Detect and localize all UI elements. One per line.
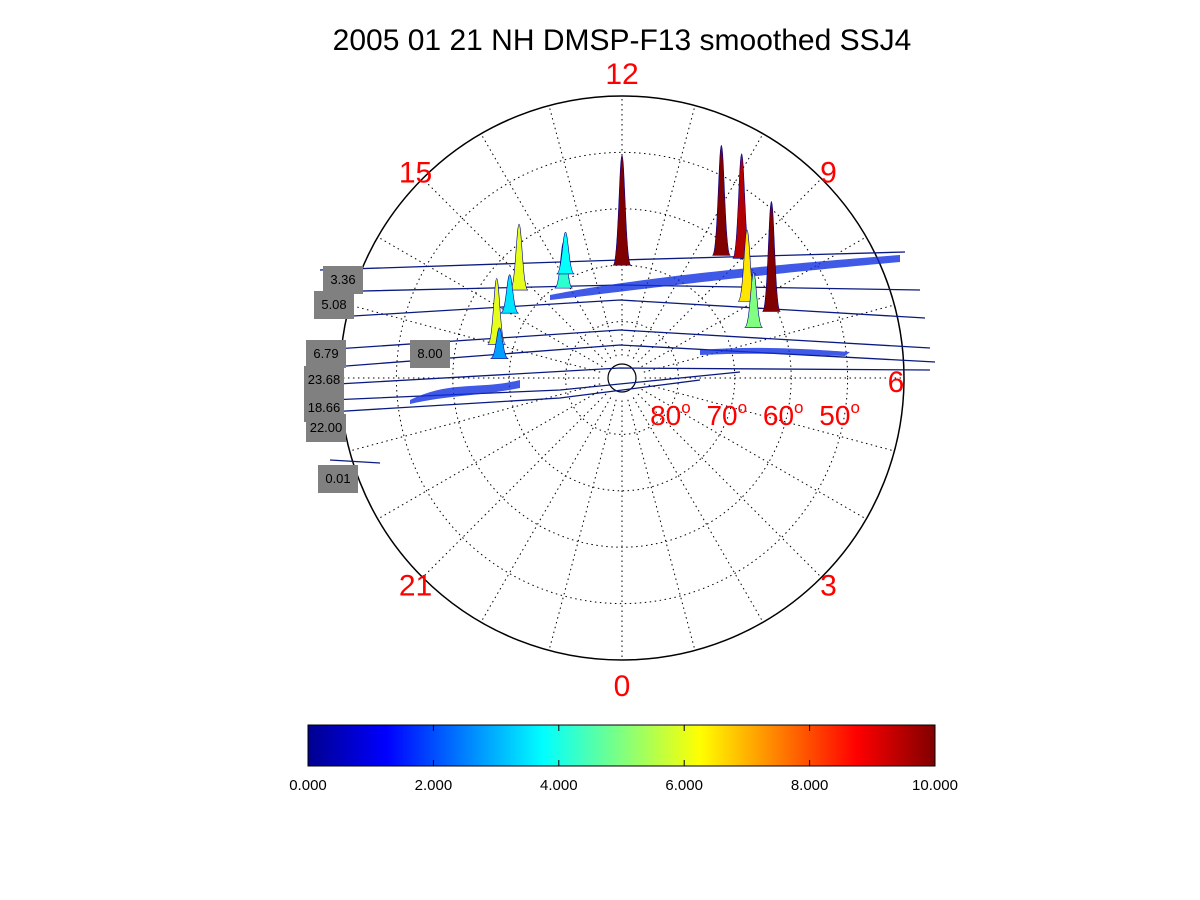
- mlt-spoke: [627, 399, 696, 651]
- colorbar-tick-label: 10.000: [912, 777, 958, 794]
- pass-tag: 5.08: [314, 291, 354, 319]
- mlt-spoke: [643, 304, 895, 373]
- colorbar-tick-label: 2.000: [415, 777, 453, 794]
- mlt-spoke: [422, 393, 607, 578]
- mlt-label: 15: [399, 157, 432, 190]
- mlt-label: 21: [399, 569, 432, 602]
- mlt-spoke: [641, 236, 867, 368]
- pass-tag-box: [314, 291, 354, 319]
- mlt-spoke: [422, 178, 607, 363]
- flux-peak: [744, 272, 763, 328]
- mlt-spoke: [548, 399, 617, 651]
- flux-peak: [556, 231, 575, 275]
- flux-peak: [612, 154, 632, 266]
- track-line: [319, 367, 931, 386]
- flux-peak: [490, 327, 509, 359]
- pass-labels: 3.36 5.08 6.79 8.00 23.68 18.66 22.00 0.01: [304, 266, 450, 493]
- mlt-label: 6: [888, 366, 905, 399]
- pass-tag-box: [318, 465, 358, 493]
- pass-tag-text: 0.01: [325, 471, 350, 486]
- mlt-spoke: [637, 178, 822, 363]
- pass-tag: 8.00: [410, 340, 450, 368]
- colorbar-tick-label: 8.000: [791, 777, 829, 794]
- mlt-spoke: [643, 383, 895, 452]
- mlt-label: 0: [614, 670, 631, 703]
- colorbar-gradient: [307, 724, 936, 767]
- mlt-spoke: [480, 397, 612, 623]
- lat-circle: [395, 151, 849, 605]
- colorbar-tick-label: 6.000: [665, 777, 703, 794]
- lat-value: 50: [819, 400, 850, 431]
- lat-label: 80o: [650, 398, 691, 431]
- track-line: [329, 459, 381, 464]
- pass-tag-text: 23.68: [308, 372, 341, 387]
- lat-value: 60: [763, 400, 794, 431]
- mlt-spoke: [377, 388, 603, 520]
- mlt-spoke: [377, 236, 603, 368]
- pass-tag-text: 8.00: [417, 346, 442, 361]
- colorbar-tick-label: 0.000: [289, 777, 327, 794]
- lat-unit: o: [850, 398, 859, 417]
- mlt-spoke: [627, 105, 696, 357]
- pass-tag-text: 18.66: [308, 400, 341, 415]
- track-band: [550, 255, 900, 300]
- track-line: [329, 371, 741, 401]
- flux-peak: [509, 223, 529, 291]
- lat-value: 70: [706, 400, 737, 431]
- track-line: [329, 379, 701, 413]
- mlt-spoke: [349, 304, 601, 373]
- mlt-label: 3: [820, 569, 837, 602]
- flux-peak: [712, 144, 731, 256]
- lat-label: 50o: [819, 398, 860, 431]
- mlt-spoke: [349, 383, 601, 452]
- track-band: [410, 380, 520, 404]
- mlt-label: 12: [605, 58, 638, 91]
- colorbar: 0.000 2.000 4.000 6.000 8.000 10.000: [289, 724, 958, 794]
- lat-label: 60o: [763, 398, 804, 431]
- lat-value: 80: [650, 400, 681, 431]
- pass-tag-box: [306, 414, 346, 442]
- latitude-labels: 80o 70o 60o 50o: [650, 398, 860, 431]
- lat-unit: o: [794, 398, 803, 417]
- mlt-spoke: [637, 393, 822, 578]
- colorbar-ticks: 0.000 2.000 4.000 6.000 8.000 10.000: [289, 725, 958, 794]
- flux-peaks: [487, 144, 781, 359]
- mlt-spoke: [641, 388, 867, 520]
- pass-tag-box: [410, 340, 450, 368]
- pass-tag: 0.01: [318, 465, 358, 493]
- flux-peak: [762, 201, 781, 312]
- pass-tag: 23.68: [304, 366, 344, 394]
- flux-peak: [500, 274, 519, 314]
- pass-tag-text: 5.08: [321, 297, 346, 312]
- track-line: [319, 299, 926, 319]
- colorbar-tick-label: 4.000: [540, 777, 578, 794]
- flux-peak: [487, 278, 506, 345]
- lat-unit: o: [681, 398, 690, 417]
- pass-tag-box: [323, 266, 363, 294]
- pass-tag: 3.36: [323, 266, 363, 294]
- mlt-spoke: [548, 105, 617, 357]
- pass-tag-box: [304, 366, 344, 394]
- pass-tag: 22.00: [306, 414, 346, 442]
- pass-tag-box: [306, 340, 346, 368]
- lat-unit: o: [738, 398, 747, 417]
- chart-title: 2005 01 21 NH DMSP-F13 smoothed SSJ4: [333, 24, 912, 57]
- mlt-spoke: [480, 133, 612, 359]
- pass-tag-text: 3.36: [330, 272, 355, 287]
- track-band: [700, 347, 850, 356]
- pole-circle: [607, 363, 637, 393]
- pass-tag-text: 6.79: [313, 346, 338, 361]
- pass-tag-text: 22.00: [310, 420, 343, 435]
- mlt-spoke: [632, 397, 764, 623]
- mlt-label: 9: [820, 157, 837, 190]
- pass-tag: 6.79: [306, 340, 346, 368]
- lat-label: 70o: [706, 398, 747, 431]
